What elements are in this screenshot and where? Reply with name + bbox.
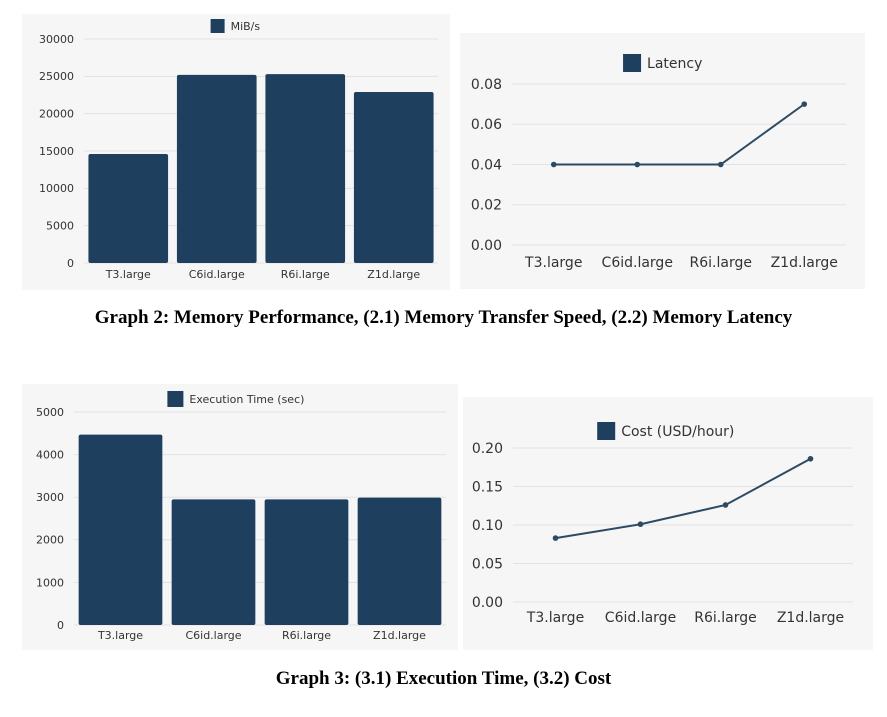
legend-label: Execution Time (sec) (189, 393, 304, 406)
series-line (553, 103, 805, 166)
legend-swatch (167, 391, 184, 407)
y-tick-label: 0.15 (472, 479, 503, 495)
x-tick-label: C6id.large (605, 610, 676, 626)
y-tick-label: 0.08 (471, 77, 502, 93)
x-tick-label: Z1d.large (367, 268, 420, 281)
legend-label: MiB/s (231, 20, 261, 33)
legend-swatch (597, 422, 616, 440)
y-tick-label: 0.02 (471, 198, 502, 214)
y-tick-label: 0.04 (471, 157, 502, 173)
chart-mibs: 0 5000 10000 15000 20000 25000 30000 MiB/s T3.la… (39, 19, 438, 281)
legend-label: Latency (647, 56, 702, 72)
y-tick-label: 0.10 (472, 518, 503, 534)
chart-cost: 0.00 0.05 0.10 0.15 0.20 Cost (USD/hour) T3.la… (472, 422, 853, 626)
data-point (722, 502, 729, 508)
x-tick-label: C6id.large (189, 268, 245, 281)
x-tick-label: Z1d.large (777, 610, 844, 626)
x-tick-label: R6i.large (281, 268, 330, 281)
y-tick-label: 1000 (36, 576, 64, 589)
data-point (801, 101, 808, 107)
y-tick-label: 0.00 (472, 595, 503, 611)
data-point (717, 161, 724, 168)
y-tick-label: 0 (67, 257, 74, 270)
y-tick-label: 15000 (39, 145, 74, 158)
y-tick-label: 0.06 (471, 117, 502, 133)
y-tick-label: 3000 (36, 491, 64, 504)
x-tick-label: C6id.large (185, 629, 241, 642)
bar (78, 434, 163, 625)
bar (264, 499, 349, 625)
chart-latency: 0.00 0.02 0.04 0.06 0.08 Latency T3.large C6id.… (471, 54, 846, 271)
x-tick-label: T3.large (524, 255, 582, 271)
x-tick-label: T3.large (105, 268, 151, 281)
y-tick-label: 30000 (39, 33, 74, 46)
chart-panel-cost: 0.00 0.05 0.10 0.15 0.20 Cost (USD/hour) T3.la… (463, 397, 873, 650)
data-point (637, 521, 644, 528)
bar (265, 74, 346, 263)
y-tick-label: 0.00 (471, 238, 502, 254)
legend-label: Cost (USD/hour) (621, 424, 734, 440)
bar (353, 92, 434, 263)
x-tick-label: C6id.large (602, 255, 673, 271)
series-line (555, 457, 811, 540)
data-point (807, 455, 814, 462)
bar (171, 499, 256, 625)
x-tick-label: T3.large (526, 610, 584, 626)
x-tick-label: R6i.large (694, 610, 756, 626)
data-point (550, 161, 557, 168)
y-tick-label: 20000 (39, 108, 74, 121)
data-point (552, 535, 559, 541)
y-tick-label: 4000 (36, 448, 64, 461)
x-tick-label: T3.large (97, 629, 143, 642)
y-tick-label: 0.20 (472, 441, 503, 457)
y-tick-label: 5000 (46, 220, 74, 233)
y-tick-label: 25000 (39, 70, 74, 83)
y-tick-label: 0 (57, 619, 64, 632)
bar (176, 74, 257, 263)
graph3-caption: Graph 3: (3.1) Execution Time, (3.2) Cos… (275, 668, 612, 689)
chart-panel-mibs: 0 5000 10000 15000 20000 25000 30000 MiB/s T3.la… (22, 14, 450, 290)
legend-swatch (623, 54, 642, 72)
y-tick-label: 5000 (36, 406, 64, 419)
chart-exec: 0 1000 2000 3000 4000 5000 Execution Time (sec… (36, 391, 446, 642)
x-tick-label: Z1d.large (771, 255, 838, 271)
data-point (634, 161, 641, 168)
x-tick-label: R6i.large (282, 629, 331, 642)
chart-panel-latency: 0.00 0.02 0.04 0.06 0.08 Latency T3.large C6id.… (460, 33, 865, 289)
x-tick-label: Z1d.large (373, 629, 426, 642)
legend-swatch (210, 19, 225, 33)
chart-panel-exec: 0 1000 2000 3000 4000 5000 Execution Time (sec… (22, 384, 458, 650)
y-tick-label: 10000 (39, 182, 74, 195)
graph2-caption: Graph 2: Memory Performance, (2.1) Memor… (94, 307, 793, 328)
bar (88, 153, 169, 263)
bar (357, 497, 442, 625)
y-tick-label: 0.05 (472, 556, 503, 572)
y-tick-label: 2000 (36, 534, 64, 547)
x-tick-label: R6i.large (690, 255, 752, 271)
